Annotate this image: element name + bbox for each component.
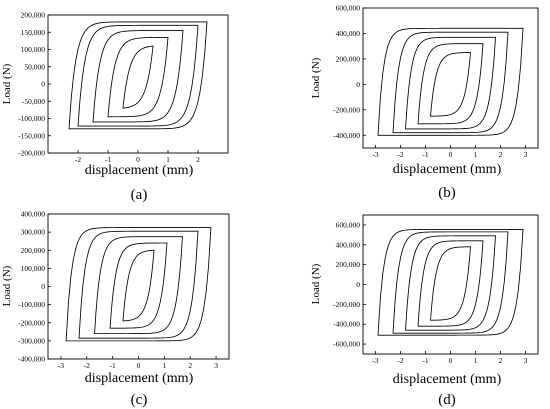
panel-label: (c) <box>131 392 148 408</box>
x-tick-label: -1 <box>422 356 428 365</box>
hysteresis-loop <box>430 52 471 117</box>
x-tick-label: 2 <box>499 150 503 159</box>
hysteresis-loop <box>377 27 524 136</box>
x-axis-label: displacement (mm) <box>85 371 194 386</box>
y-tick-label: 200,000 <box>21 11 46 20</box>
x-tick-label: 2 <box>188 361 192 370</box>
hysteresis-loop <box>77 24 199 127</box>
panel-label: (d) <box>438 392 456 408</box>
y-axis-label: Load (N) <box>1 265 13 306</box>
x-tick-label: 0 <box>449 356 453 365</box>
x-axis-label: displacement (mm) <box>393 372 502 387</box>
panel-label: (a) <box>131 187 148 203</box>
y-tick-label: -400,000 <box>18 355 45 364</box>
hysteresis-loop <box>405 36 496 130</box>
x-tick-label: 3 <box>524 150 528 159</box>
hysteresis-loop <box>430 246 471 321</box>
y-tick-label: -200,000 <box>333 300 360 309</box>
x-tick-label: 0 <box>449 150 453 159</box>
y-tick-label: -600,000 <box>333 340 360 349</box>
hysteresis-loop <box>68 21 208 130</box>
hysteresis-loop <box>92 30 184 123</box>
x-tick-label: -3 <box>58 361 64 370</box>
hysteresis-loop <box>65 227 212 342</box>
x-tick-label: 3 <box>524 356 528 365</box>
y-tick-label: 50,000 <box>24 62 45 71</box>
y-tick-label: -300,000 <box>18 336 45 345</box>
hysteresis-loop <box>122 249 155 322</box>
x-tick-label: -2 <box>397 150 403 159</box>
y-tick-label: -200,000 <box>18 149 45 158</box>
y-tick-label: 0 <box>41 282 45 291</box>
hysteresis-loop <box>405 235 496 331</box>
hysteresis-loop <box>109 242 168 329</box>
x-tick-label: -2 <box>84 361 90 370</box>
y-tick-label: 200,000 <box>21 246 46 255</box>
hysteresis-loop <box>417 240 484 327</box>
x-tick-label: -3 <box>372 150 378 159</box>
y-axis-label: Load (N) <box>310 57 322 98</box>
chart-panel-c: -3 -2 -1 0 1 2 3 -400,000 -300,000 -200,000 -100,0… <box>1 210 230 408</box>
y-tick-label: 400,000 <box>21 210 46 219</box>
x-tick-label: 0 <box>136 155 140 164</box>
x-tick-label: -2 <box>397 356 403 365</box>
x-tick-label: 2 <box>196 155 200 164</box>
x-tick-label: 1 <box>166 155 170 164</box>
plot-frame <box>362 7 539 149</box>
x-tick-label: -1 <box>422 150 428 159</box>
x-axis-label: displacement (mm) <box>85 163 194 178</box>
hysteresis-loop <box>122 45 154 109</box>
x-tick-label: 1 <box>474 150 478 159</box>
y-tick-label: -200,000 <box>333 105 360 114</box>
chart-panel-d: -3 -2 -1 0 1 2 3 -600,000 -400,000 -200,000 0 200,0… <box>310 214 539 408</box>
y-axis-label: Load (N) <box>1 63 13 104</box>
y-tick-label: 400,000 <box>336 29 361 38</box>
y-tick-label: 300,000 <box>21 228 46 237</box>
y-axis-label: Load (N) <box>310 263 322 304</box>
y-tick-label: -200,000 <box>18 318 45 327</box>
x-tick-label: -2 <box>75 155 81 164</box>
hysteresis-loop <box>94 236 183 335</box>
y-tick-label: 600,000 <box>336 220 361 229</box>
hysteresis-loop <box>107 36 169 118</box>
y-tick-label: 200,000 <box>336 54 361 63</box>
y-tick-label: 400,000 <box>336 240 361 249</box>
chart-panel-b: -3 -2 -1 0 1 2 3 -400,000 -200,000 0 200,000 400,00… <box>310 4 539 201</box>
y-tick-label: 0 <box>41 80 45 89</box>
y-tick-label: -100,000 <box>18 114 45 123</box>
y-tick-label: 150,000 <box>21 28 46 37</box>
x-tick-label: -1 <box>110 361 116 370</box>
y-tick-label: -50,000 <box>22 97 45 106</box>
y-tick-label: 0 <box>356 280 360 289</box>
hysteresis-loop <box>417 43 484 125</box>
x-tick-label: 1 <box>162 361 166 370</box>
y-tick-label: 100,000 <box>21 264 46 273</box>
y-tick-label: 600,000 <box>336 4 361 13</box>
hysteresis-loop <box>78 230 199 339</box>
x-tick-label: 3 <box>214 361 218 370</box>
x-axis-label: displacement (mm) <box>393 162 502 177</box>
y-tick-label: -400,000 <box>333 320 360 329</box>
y-tick-label: 100,000 <box>21 45 46 54</box>
panel-label: (b) <box>438 185 456 201</box>
y-tick-label: -400,000 <box>333 131 360 140</box>
plot-frame <box>47 213 230 360</box>
x-tick-label: -1 <box>105 155 111 164</box>
x-tick-label: 0 <box>137 361 141 370</box>
x-tick-label: 2 <box>499 356 503 365</box>
hysteresis-loop <box>392 231 509 334</box>
y-tick-label: -100,000 <box>18 300 45 309</box>
y-tick-label: -150,000 <box>18 131 45 140</box>
x-tick-label: -3 <box>372 356 378 365</box>
chart-panel-a: -2 -1 0 1 2 -200,000 -150,000 -100,000 -50,000 0 5… <box>1 11 229 203</box>
hysteresis-loop <box>392 31 509 134</box>
x-tick-label: 1 <box>474 356 478 365</box>
hysteresis-loop <box>377 228 524 336</box>
y-tick-label: 200,000 <box>336 260 361 269</box>
y-tick-label: 0 <box>356 80 360 89</box>
